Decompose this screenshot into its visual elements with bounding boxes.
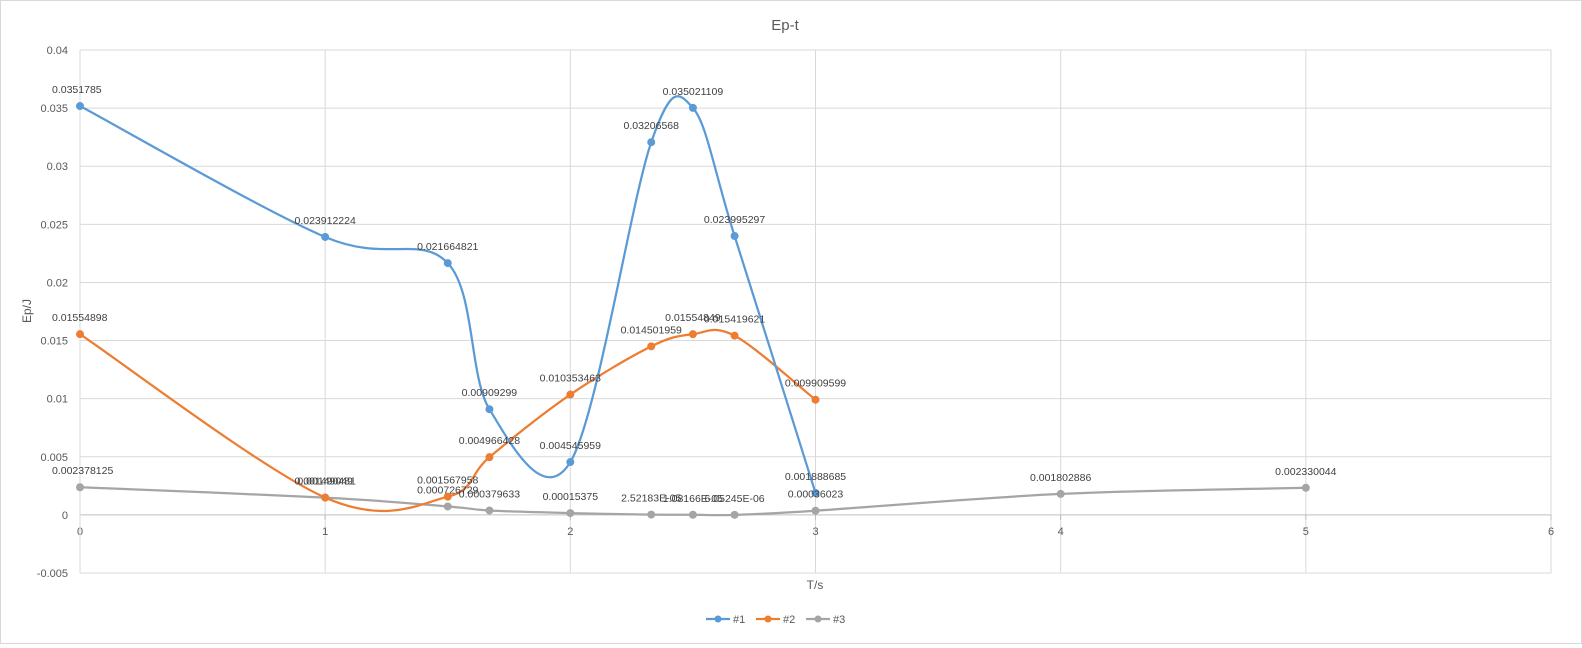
series-line-3 <box>78 486 1307 517</box>
data-label: 0.001802886 <box>1030 472 1091 484</box>
y-tick-label: 0.02 <box>47 277 68 289</box>
x-tick-label: 6 <box>1548 526 1554 538</box>
data-point <box>647 342 656 351</box>
data-label: 0.002330044 <box>1275 466 1336 478</box>
data-label: 2.52183E-05 <box>621 493 681 505</box>
data-point <box>566 390 575 399</box>
legend-label: #1 <box>733 614 745 626</box>
data-point <box>76 102 84 111</box>
data-label: 0.00149049 <box>297 476 353 488</box>
x-tick-label: 3 <box>812 526 818 538</box>
legend-swatch-marker <box>764 615 772 623</box>
data-label: 1.08166E-05 <box>663 493 723 505</box>
data-label: 0.001567958 <box>417 475 478 487</box>
y-tick-label: 0.01 <box>47 394 68 406</box>
data-point <box>321 232 330 241</box>
data-point <box>566 458 575 467</box>
data-label-layer: 0.0351785 0.023912224 0.021664821 0.0090929… <box>52 84 1337 505</box>
data-label: 0.01554849 <box>665 312 721 324</box>
data-label: 0.001490481 <box>295 476 356 488</box>
y-tick-label: 0 <box>62 510 68 522</box>
data-label: 0.023995297 <box>704 214 765 226</box>
data-label: 0.023912224 <box>295 215 356 227</box>
data-label: 0.00015375 <box>543 491 599 503</box>
data-point <box>688 103 697 112</box>
data-label: 0.01554898 <box>52 312 108 324</box>
data-label: 0.001888685 <box>785 471 846 483</box>
data-point <box>730 232 739 241</box>
x-tick-label: 5 <box>1303 526 1309 538</box>
data-point <box>321 493 330 502</box>
data-label: 0.021664821 <box>417 241 478 253</box>
data-point <box>688 330 697 339</box>
legend: #1 #2 #3 <box>706 614 845 626</box>
data-point <box>811 488 820 497</box>
y-axis-title: Ep/J <box>20 299 34 323</box>
y-tick-label: 0.035 <box>40 103 68 115</box>
data-label: 6.05245E-06 <box>705 493 765 505</box>
data-label: 0.004966428 <box>459 435 520 447</box>
y-tick-label: 0.04 <box>47 45 68 57</box>
data-point <box>443 492 452 501</box>
data-label: 0.015419621 <box>704 314 765 326</box>
legend-item-3: #3 <box>806 614 845 626</box>
legend-item-2: #2 <box>756 614 795 626</box>
data-point <box>730 510 739 519</box>
data-label: 0.035021109 <box>663 86 724 98</box>
data-point <box>730 331 739 340</box>
y-tick-label: 0.005 <box>40 452 68 464</box>
data-point <box>688 510 697 519</box>
data-point <box>443 502 452 511</box>
legend-label: #3 <box>833 614 845 626</box>
legend-label: #2 <box>783 614 795 626</box>
data-point <box>485 506 494 515</box>
data-label: 0.03206568 <box>623 120 679 132</box>
data-label: 0.0351785 <box>52 84 102 96</box>
data-point <box>1056 489 1065 498</box>
axis-layer: -0.00500.0050.010.0150.020.0250.030.0350… <box>37 45 1554 580</box>
y-tick-label: -0.005 <box>37 568 68 580</box>
data-point <box>647 510 656 519</box>
y-tick-label: 0.03 <box>47 161 68 173</box>
series-line-2 <box>78 328 817 512</box>
data-label: 0.00036023 <box>788 489 844 501</box>
series-layer <box>76 95 1310 519</box>
data-point <box>647 138 656 147</box>
data-label: 0.014501959 <box>621 324 682 336</box>
legend-swatch-marker <box>714 615 722 623</box>
data-point <box>811 395 820 404</box>
data-label: 0.010353463 <box>540 373 601 385</box>
legend-swatch-marker <box>814 615 822 623</box>
series-line-1 <box>78 95 817 495</box>
data-point <box>811 506 820 515</box>
data-point <box>485 453 494 462</box>
legend-item-1: #1 <box>706 614 745 626</box>
x-tick-label: 2 <box>567 526 573 538</box>
data-label: 0.00909299 <box>462 387 518 399</box>
data-label: 0.002378125 <box>52 465 113 477</box>
y-tick-label: 0.015 <box>40 336 68 348</box>
data-point <box>443 259 452 268</box>
data-label: 0.004545959 <box>540 440 601 452</box>
data-point <box>485 405 494 414</box>
x-axis-title: T/s <box>807 578 824 592</box>
chart-title: Ep-t <box>771 17 799 34</box>
data-point <box>76 330 84 339</box>
y-tick-label: 0.025 <box>40 219 68 231</box>
x-tick-label: 1 <box>322 526 328 538</box>
grid-layer <box>79 49 1552 574</box>
data-point <box>1301 483 1310 492</box>
x-tick-label: 4 <box>1058 526 1064 538</box>
data-label: 0.000379633 <box>459 488 520 500</box>
data-label: 0.000726729 <box>417 484 478 496</box>
data-point <box>566 509 575 518</box>
data-label: 0.009909599 <box>785 378 846 390</box>
data-point <box>76 483 84 492</box>
